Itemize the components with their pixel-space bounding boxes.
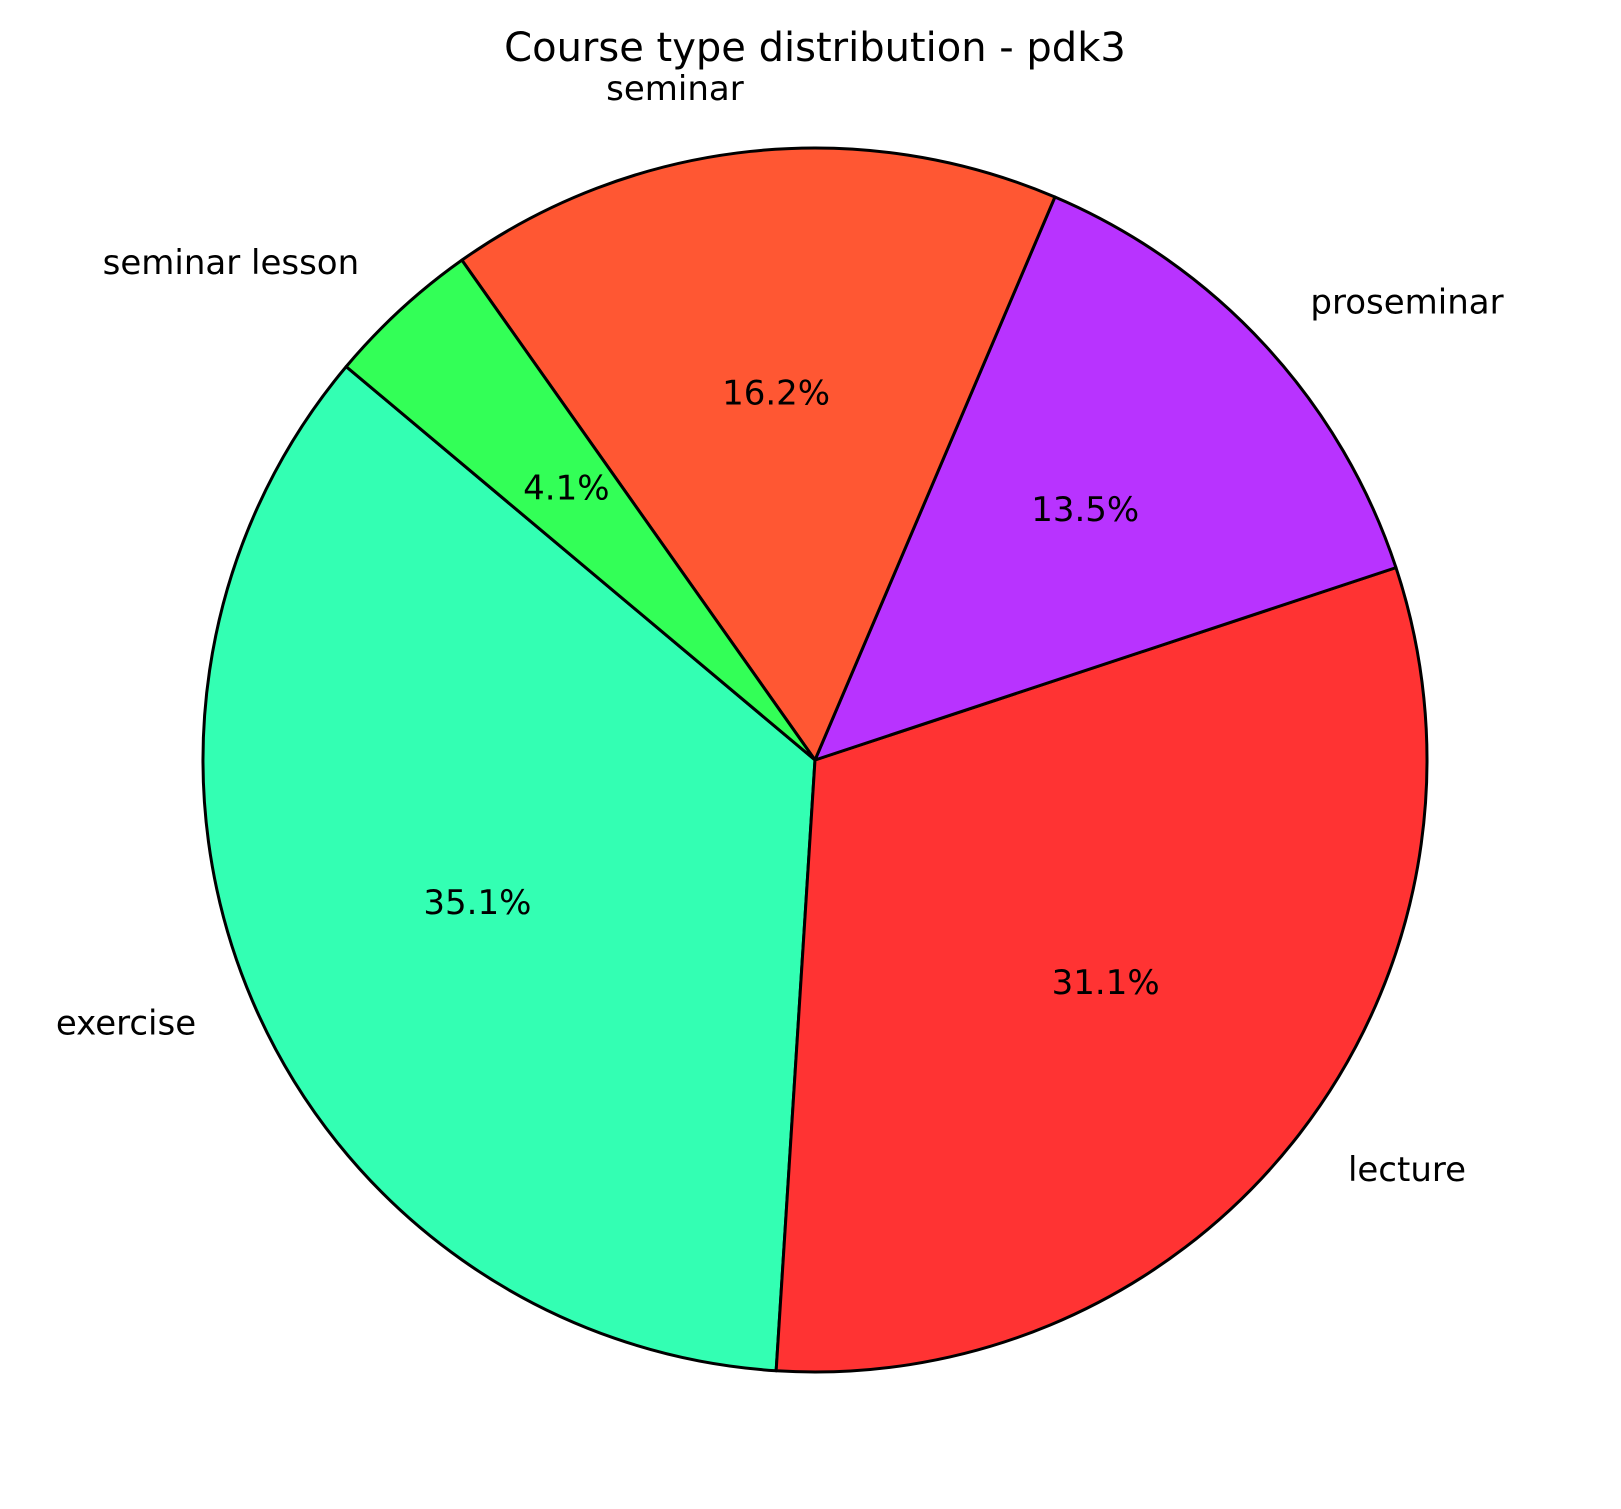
value-label: 35.1% (423, 883, 531, 923)
pie-slice (344, 258, 817, 762)
value-label: 13.5% (1031, 490, 1139, 530)
pie-slice (201, 365, 817, 1373)
value-label: 4.1% (523, 468, 609, 508)
slice-label: lecture (1348, 1150, 1466, 1190)
slice-label: proseminar (1310, 283, 1503, 323)
value-label: 31.1% (1052, 963, 1160, 1003)
slice-label: exercise (56, 1003, 196, 1043)
pie-slice (774, 566, 1429, 1374)
slice-label: seminar lesson (103, 243, 360, 283)
slice-label: seminar (606, 69, 744, 109)
pie-slice (813, 195, 1398, 762)
pie-slice (460, 146, 1057, 762)
chart-title: Course type distribution - pdk3 (504, 25, 1126, 71)
value-label: 16.2% (722, 373, 830, 413)
